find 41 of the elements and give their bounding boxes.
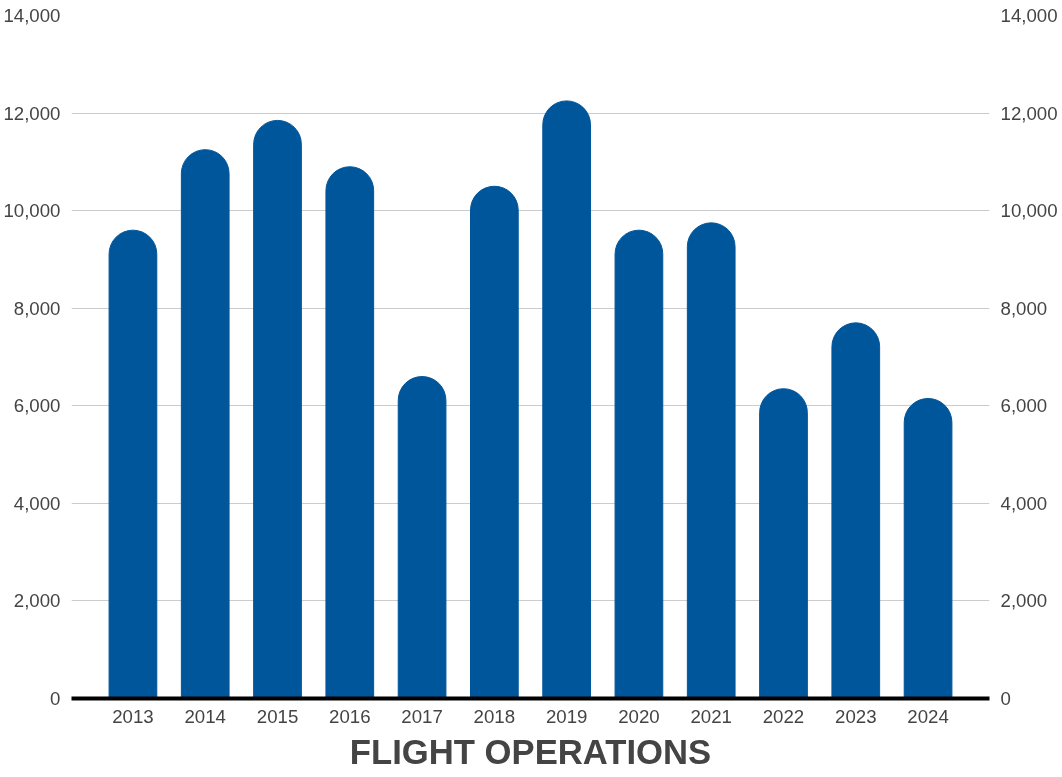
bar: [903, 397, 953, 699]
x-tick-label: 2022: [762, 705, 805, 727]
bar: [686, 222, 736, 699]
x-tick-label: 2013: [112, 705, 154, 727]
bar: [397, 376, 447, 699]
y2-tick-label: 10,000: [1000, 200, 1058, 222]
y-tick-label: 0: [50, 688, 61, 709]
y-tick-label: 6,000: [13, 395, 61, 417]
y-tick-label: 14,000: [3, 5, 61, 26]
y-tick-label: 2,000: [13, 590, 61, 612]
bar: [470, 185, 519, 699]
x-tick-label: 2020: [618, 705, 660, 727]
y-tick-label: 10,000: [3, 200, 61, 222]
x-tick-label: 2023: [835, 705, 877, 727]
y2-tick-label: 0: [1000, 688, 1011, 709]
x-tick-label: 2021: [690, 705, 732, 727]
bar: [180, 149, 230, 699]
y2-tick-label: 6,000: [1000, 395, 1048, 417]
y2-tick-label: 2,000: [1000, 590, 1048, 612]
bar: [614, 229, 664, 699]
y-tick-label: 12,000: [3, 102, 61, 124]
bar: [759, 388, 808, 699]
y2-tick-label: 8,000: [1000, 297, 1048, 319]
y2-tick-label: 4,000: [1000, 492, 1048, 514]
bar: [542, 100, 591, 699]
y2-tick-label: 12,000: [1000, 102, 1058, 124]
y2-tick-label: 14,000: [1000, 5, 1058, 26]
bar: [325, 166, 375, 699]
x-tick-label: 2018: [473, 705, 516, 727]
y-tick-label: 8,000: [13, 297, 61, 319]
bar: [108, 229, 158, 699]
x-tick-label: 2017: [401, 705, 443, 727]
bar: [831, 322, 881, 699]
x-tick-label: 2014: [184, 705, 226, 727]
text: FLIGHT OPERATIONS: [349, 732, 712, 771]
x-tick-label: 2019: [545, 705, 588, 727]
x-tick-label: 2024: [907, 705, 949, 727]
x-tick-label: 2016: [329, 705, 371, 727]
y-tick-label: 4,000: [13, 492, 61, 514]
x-tick-label: 2015: [256, 705, 299, 727]
bar: [253, 119, 302, 699]
